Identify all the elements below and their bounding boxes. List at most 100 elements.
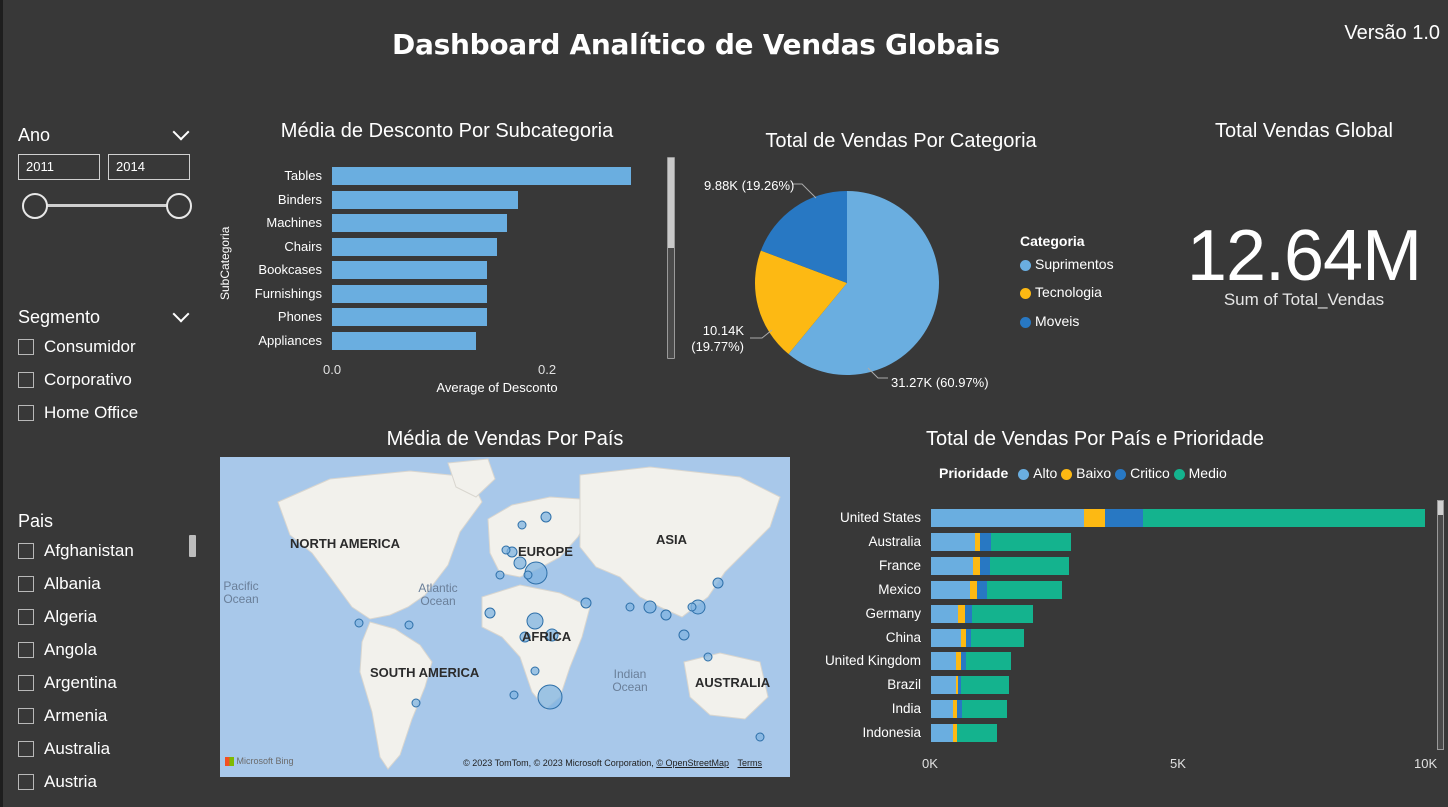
stacked-segment-baixo[interactable] — [955, 652, 961, 671]
pais-item[interactable]: Austria — [18, 765, 134, 798]
terms-link[interactable]: Terms — [737, 758, 763, 768]
stacked-segment-medio[interactable] — [991, 532, 1072, 551]
desconto-bar-row[interactable]: Furnishings — [255, 284, 646, 303]
ano-to-input[interactable]: 2014 — [108, 154, 190, 180]
desconto-bar[interactable] — [332, 331, 477, 350]
stacked-bar-row[interactable]: Germany — [865, 604, 1425, 623]
pais-item[interactable]: Australia — [18, 732, 134, 765]
stacked-bar-row[interactable]: Australia — [868, 532, 1425, 551]
stacked-segment-medio[interactable] — [966, 652, 1011, 671]
stacked-segment-critico[interactable] — [965, 604, 973, 623]
stacked-bar-row[interactable]: China — [886, 628, 1425, 647]
scrollbar-thumb[interactable] — [1438, 501, 1443, 515]
stacked-segment-critico[interactable] — [960, 652, 967, 671]
pie-slice-tecnologia[interactable] — [755, 250, 847, 355]
stacked-segment-baixo[interactable] — [969, 580, 977, 599]
stacked-segment-medio[interactable] — [987, 580, 1063, 599]
stacked-segment-alto[interactable] — [931, 724, 954, 743]
stacked-segment-baixo[interactable] — [972, 556, 981, 575]
pais-item[interactable]: Angola — [18, 633, 134, 666]
pais-list-scrollbar[interactable] — [189, 535, 196, 557]
pais-item[interactable]: Algeria — [18, 600, 134, 633]
desconto-bar-row[interactable]: Bookcases — [258, 261, 646, 279]
osm-link[interactable]: © OpenStreetMap — [656, 758, 729, 768]
pais-item[interactable]: Albania — [18, 567, 134, 600]
ano-chevron-down-icon[interactable] — [172, 123, 190, 141]
stacked-segment-critico[interactable] — [957, 700, 963, 719]
stacked-segment-critico[interactable] — [976, 580, 988, 599]
stacked-bar-row[interactable]: United Kingdom — [825, 652, 1425, 671]
stacked-segment-critico[interactable] — [958, 676, 961, 695]
segmento-item[interactable]: Home Office — [18, 396, 138, 429]
stacked-segment-medio[interactable] — [971, 628, 1024, 647]
stacked-segment-baixo[interactable] — [955, 676, 959, 695]
stacked-segment-alto[interactable] — [931, 652, 956, 671]
desconto-bar-row[interactable]: Tables — [284, 167, 646, 185]
desconto-bar[interactable] — [332, 190, 518, 209]
desconto-bar-row[interactable]: Phones — [278, 308, 646, 326]
ano-from-input[interactable]: 2011 — [18, 154, 100, 180]
stacked-segment-medio[interactable] — [962, 700, 1007, 719]
stacked-segment-alto[interactable] — [931, 628, 961, 647]
ano-slider-end-handle[interactable] — [166, 193, 192, 219]
stacked-segment-baixo[interactable] — [960, 628, 966, 647]
checkbox-icon[interactable] — [18, 608, 34, 625]
stacked-segment-alto[interactable] — [931, 532, 976, 551]
checkbox-icon[interactable] — [18, 674, 34, 691]
world-map[interactable]: NORTH AMERICA EUROPE ASIA AFRICA SOUTH A… — [220, 457, 790, 777]
desconto-bar-row[interactable]: Chairs — [284, 237, 646, 256]
desconto-bar[interactable] — [332, 214, 508, 232]
pie-slice-suprimentos[interactable] — [788, 191, 939, 375]
stacked-segment-critico[interactable] — [980, 556, 991, 575]
stacked-bar-row[interactable]: India — [892, 700, 1425, 719]
stacked-segment-baixo[interactable] — [953, 724, 958, 743]
stacked-segment-alto[interactable] — [931, 700, 954, 719]
checkbox-icon[interactable] — [18, 707, 34, 724]
legend-item-medio[interactable]: Medio — [1173, 465, 1227, 481]
segmento-item[interactable]: Consumidor — [18, 330, 138, 363]
stacked-segment-medio[interactable] — [1143, 509, 1425, 527]
ano-slider-start-handle[interactable] — [22, 193, 48, 219]
desconto-bar-row[interactable]: Machines — [266, 214, 646, 232]
stacked-segment-critico[interactable] — [965, 628, 971, 647]
stacked-segment-baixo[interactable] — [958, 604, 966, 623]
stacked-segment-critico[interactable] — [1104, 509, 1144, 527]
stacked-segment-alto[interactable] — [931, 676, 956, 695]
stacked-segment-medio[interactable] — [972, 604, 1033, 623]
desconto-bar[interactable] — [332, 167, 632, 185]
stacked-segment-alto[interactable] — [931, 556, 973, 575]
checkbox-icon[interactable] — [18, 371, 34, 388]
segmento-chevron-down-icon[interactable] — [172, 305, 190, 323]
desconto-bar[interactable] — [332, 237, 498, 256]
legend-item-tecnologia[interactable]: Tecnologia — [1020, 284, 1102, 300]
stacked-bar-row[interactable]: Brazil — [887, 676, 1425, 695]
stacked-segment-medio[interactable] — [957, 724, 997, 743]
scrollbar-thumb[interactable] — [668, 158, 674, 248]
stacked-bar-row[interactable]: Mexico — [878, 580, 1425, 599]
desconto-bar[interactable] — [332, 308, 487, 326]
desconto-bar-row[interactable]: Binders — [278, 190, 646, 209]
checkbox-icon[interactable] — [18, 773, 34, 790]
desconto-bar[interactable] — [332, 261, 487, 279]
ano-slider-track[interactable] — [34, 204, 180, 207]
stacked-segment-alto[interactable] — [931, 509, 1085, 527]
stacked-segment-baixo[interactable] — [1084, 509, 1105, 527]
legend-item-suprimentos[interactable]: Suprimentos — [1020, 256, 1114, 272]
checkbox-icon[interactable] — [18, 740, 34, 757]
checkbox-icon[interactable] — [18, 542, 34, 559]
pais-item[interactable]: Argentina — [18, 666, 134, 699]
stacked-segment-baixo[interactable] — [975, 532, 980, 551]
stacked-chart-scrollbar[interactable] — [1437, 500, 1444, 750]
desconto-chart-scrollbar[interactable] — [667, 157, 675, 359]
desconto-bar[interactable] — [332, 284, 487, 303]
stacked-bar-row[interactable]: Indonesia — [862, 724, 1425, 743]
stacked-segment-critico[interactable] — [979, 532, 992, 551]
stacked-bar-row[interactable]: United States — [840, 509, 1425, 527]
checkbox-icon[interactable] — [18, 338, 34, 355]
stacked-segment-baixo[interactable] — [953, 700, 958, 719]
legend-item-baixo[interactable]: Baixo — [1061, 465, 1111, 481]
stacked-segment-alto[interactable] — [931, 580, 970, 599]
pais-item[interactable]: Armenia — [18, 699, 134, 732]
pie-slice-moveis[interactable] — [760, 191, 847, 283]
segmento-item[interactable]: Corporativo — [18, 363, 138, 396]
